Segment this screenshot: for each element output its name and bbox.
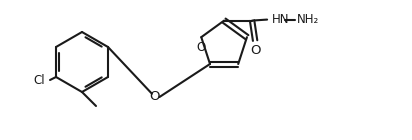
Text: Cl: Cl [33,74,45,87]
Text: NH₂: NH₂ [297,13,319,26]
Text: O: O [150,90,160,103]
Text: O: O [197,41,206,54]
Text: O: O [250,44,260,57]
Text: HN: HN [272,13,290,26]
